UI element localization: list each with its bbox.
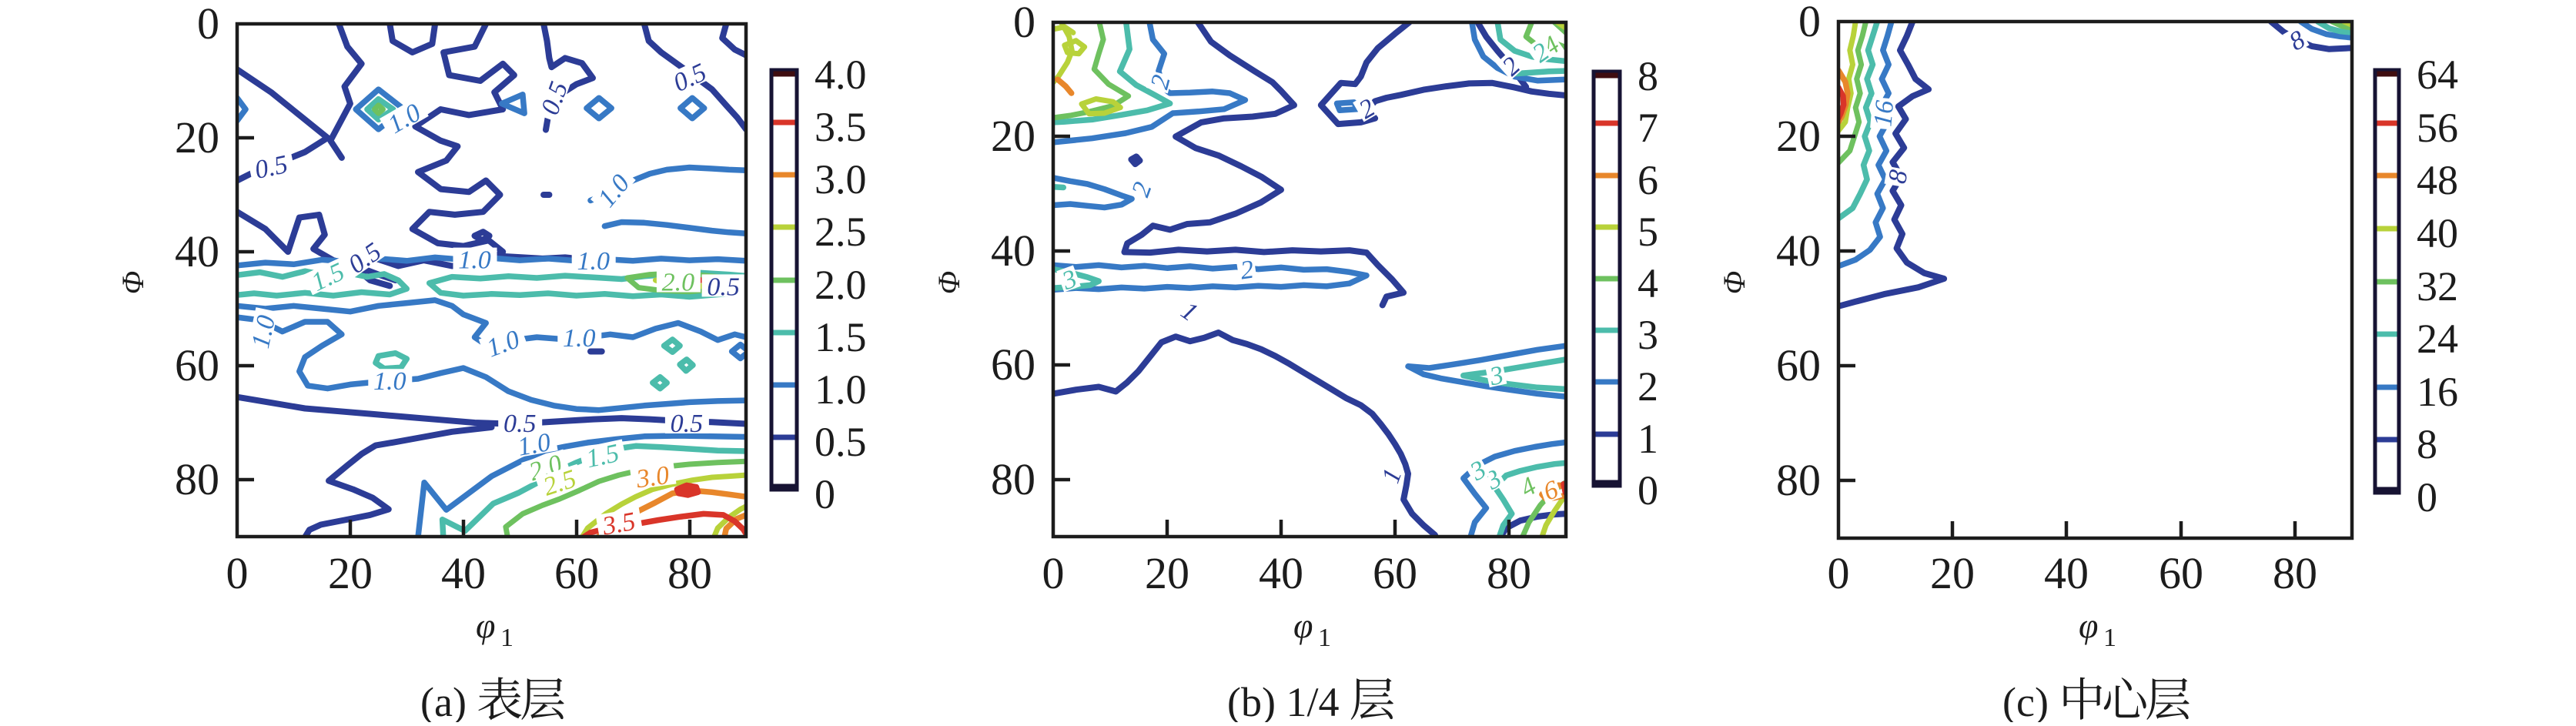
svg-text:40: 40 [2417,210,2458,256]
svg-text:20: 20 [1145,548,1189,598]
svg-text:56: 56 [2417,105,2458,151]
svg-text:(b) 1/4: (b) 1/4 [1227,679,1339,722]
svg-text:80: 80 [991,454,1035,504]
svg-text:0: 0 [1828,548,1850,598]
svg-text:3.0: 3.0 [634,461,671,494]
svg-text:Φ: Φ [115,271,150,294]
svg-text:60: 60 [554,548,599,598]
svg-text:1.0: 1.0 [246,313,281,350]
svg-text:80: 80 [1776,455,1821,505]
svg-text:3: 3 [1638,312,1658,358]
svg-text:24: 24 [2417,316,2458,362]
svg-text:20: 20 [1930,548,1975,598]
svg-text:40: 40 [175,226,219,276]
svg-text:3.5: 3.5 [600,507,637,541]
svg-text:4: 4 [1638,260,1658,306]
svg-text:7: 7 [1638,105,1658,151]
svg-text:40: 40 [441,548,486,598]
svg-text:0: 0 [1042,548,1065,598]
svg-text:1: 1 [500,624,514,652]
svg-text:40: 40 [2044,548,2089,598]
svg-text:φ: φ [2079,606,2098,645]
svg-text:80: 80 [175,454,219,504]
svg-text:1.0: 1.0 [563,324,596,353]
svg-text:5: 5 [1638,209,1658,255]
svg-text:1: 1 [1318,624,1331,652]
svg-text:40: 40 [1259,548,1303,598]
svg-text:8: 8 [1883,168,1913,186]
svg-text:φ: φ [1293,606,1313,645]
svg-text:2: 2 [1638,363,1658,410]
svg-text:6: 6 [1638,157,1658,203]
svg-text:Φ: Φ [932,271,966,294]
svg-text:60: 60 [175,340,219,390]
svg-text:Φ: Φ [1717,271,1751,294]
svg-text:0: 0 [2417,474,2437,520]
svg-text:1.5: 1.5 [584,439,621,473]
svg-text:2.0: 2.0 [662,269,695,297]
svg-text:40: 40 [991,226,1035,276]
svg-text:1.0: 1.0 [577,247,610,276]
svg-text:8: 8 [1638,53,1658,99]
svg-text:0: 0 [815,471,835,517]
svg-text:0.5: 0.5 [671,410,704,438]
svg-text:(a): (a) [420,679,467,722]
svg-text:φ: φ [476,606,495,645]
svg-text:0: 0 [197,0,219,49]
svg-text:60: 60 [991,340,1035,390]
svg-text:1: 1 [2103,624,2116,652]
svg-text:0.5: 0.5 [815,419,867,465]
svg-text:2.0: 2.0 [815,262,867,308]
svg-text:16: 16 [1868,99,1899,128]
svg-text:4.0: 4.0 [815,52,867,98]
svg-text:80: 80 [667,548,712,598]
svg-text:20: 20 [991,111,1035,161]
svg-text:0.5: 0.5 [707,273,740,301]
svg-text:(c): (c) [2002,679,2049,722]
svg-text:1.0: 1.0 [373,367,406,396]
svg-text:2.5: 2.5 [815,209,867,255]
svg-text:0: 0 [1013,0,1035,47]
svg-text:1.0: 1.0 [458,246,491,275]
svg-text:8: 8 [2417,421,2437,467]
svg-text:3.5: 3.5 [815,104,867,150]
svg-text:0: 0 [1798,0,1821,46]
svg-text:1.0: 1.0 [815,366,867,413]
svg-text:2: 2 [1239,256,1256,286]
svg-text:20: 20 [1776,111,1821,161]
svg-text:3.0: 3.0 [815,156,867,202]
svg-text:16: 16 [2417,369,2458,415]
svg-text:32: 32 [2417,263,2458,309]
svg-text:0.5: 0.5 [253,150,290,185]
svg-text:80: 80 [2273,548,2317,598]
svg-text:20: 20 [328,548,373,598]
svg-text:64: 64 [2417,52,2458,98]
svg-text:48: 48 [2417,157,2458,203]
svg-text:0: 0 [1638,467,1658,514]
svg-text:40: 40 [1776,226,1821,276]
svg-text:60: 60 [1373,548,1417,598]
svg-text:80: 80 [1487,548,1531,598]
svg-text:1.5: 1.5 [815,314,867,360]
svg-text:1: 1 [1638,416,1658,462]
svg-text:0: 0 [226,548,249,598]
svg-text:20: 20 [175,112,219,162]
svg-text:60: 60 [1776,340,1821,390]
svg-text:60: 60 [2159,548,2203,598]
